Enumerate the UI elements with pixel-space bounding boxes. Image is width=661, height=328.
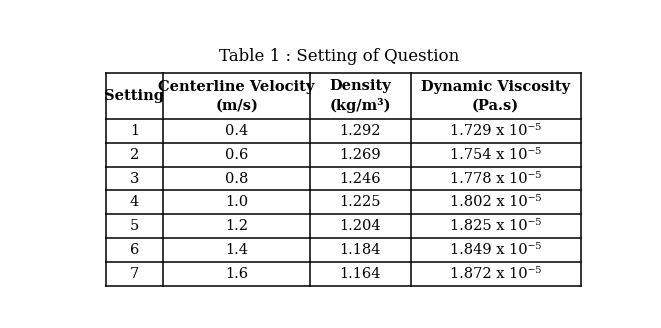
Text: 1.754 x 10⁻⁵: 1.754 x 10⁻⁵ <box>450 148 541 162</box>
Text: 0.4: 0.4 <box>225 124 249 138</box>
Text: 1: 1 <box>130 124 139 138</box>
Text: 1.204: 1.204 <box>340 219 381 233</box>
Text: 7: 7 <box>130 267 139 281</box>
Text: 3: 3 <box>130 172 139 186</box>
Text: 1.2: 1.2 <box>225 219 248 233</box>
Text: 1.184: 1.184 <box>340 243 381 257</box>
Text: 0.6: 0.6 <box>225 148 249 162</box>
Text: 1.0: 1.0 <box>225 195 248 209</box>
Text: Centerline Velocity
(m/s): Centerline Velocity (m/s) <box>159 80 315 113</box>
Text: 5: 5 <box>130 219 139 233</box>
Text: 1.292: 1.292 <box>340 124 381 138</box>
Text: 1.6: 1.6 <box>225 267 248 281</box>
Text: 4: 4 <box>130 195 139 209</box>
Text: Dynamic Viscosity
(Pa.s): Dynamic Viscosity (Pa.s) <box>421 80 570 113</box>
Text: 6: 6 <box>130 243 139 257</box>
Text: 1.872 x 10⁻⁵: 1.872 x 10⁻⁵ <box>450 267 541 281</box>
Text: 1.729 x 10⁻⁵: 1.729 x 10⁻⁵ <box>450 124 541 138</box>
Text: 1.849 x 10⁻⁵: 1.849 x 10⁻⁵ <box>450 243 541 257</box>
Text: 1.802 x 10⁻⁵: 1.802 x 10⁻⁵ <box>450 195 541 209</box>
Text: 1.4: 1.4 <box>225 243 248 257</box>
Text: 1.825 x 10⁻⁵: 1.825 x 10⁻⁵ <box>450 219 541 233</box>
Text: 2: 2 <box>130 148 139 162</box>
Text: 1.225: 1.225 <box>340 195 381 209</box>
Text: 0.8: 0.8 <box>225 172 249 186</box>
Text: Table 1 : Setting of Question: Table 1 : Setting of Question <box>219 48 459 65</box>
Text: 1.778 x 10⁻⁵: 1.778 x 10⁻⁵ <box>450 172 541 186</box>
Text: 1.246: 1.246 <box>340 172 381 186</box>
Text: Setting: Setting <box>104 89 165 103</box>
Text: Density
(kg/m³): Density (kg/m³) <box>330 79 391 113</box>
Text: 1.269: 1.269 <box>340 148 381 162</box>
Text: 1.164: 1.164 <box>340 267 381 281</box>
